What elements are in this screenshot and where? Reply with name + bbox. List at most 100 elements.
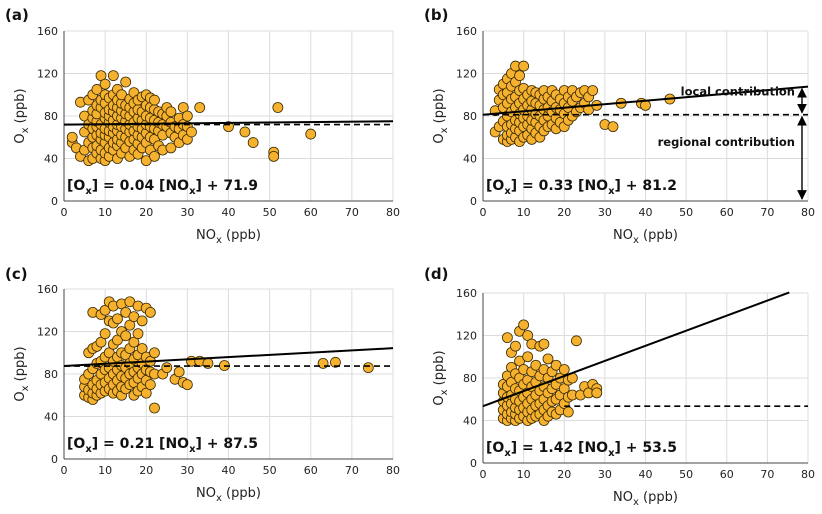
data-point (136, 343, 148, 354)
x-tick-label: 0 (480, 206, 487, 219)
local-contribution-label: local contribution (681, 85, 795, 99)
x-tick-label: 0 (480, 468, 487, 481)
panel-a: (a) 0 10 20 30 40 50 60 70 80 0 40 80 120 160 NOx (ppb… (5, 6, 400, 246)
data-point (562, 406, 574, 418)
data-point (514, 70, 525, 82)
panel-label: (b) (424, 6, 448, 24)
panel-label: (c) (5, 265, 28, 283)
y-tick-label: 40 (44, 153, 58, 166)
data-point (136, 315, 148, 327)
data-point (518, 319, 530, 331)
x-tick-label: 50 (679, 206, 693, 219)
y-tick-label: 160 (456, 25, 477, 38)
y-tick-label: 40 (44, 411, 58, 424)
x-tick-label: 30 (598, 468, 612, 481)
data-points (66, 70, 317, 167)
data-point (194, 102, 206, 113)
regional-contribution-label: regional contribution (658, 135, 795, 149)
x-tick-label: 0 (61, 464, 68, 477)
data-point (128, 336, 140, 348)
data-point (317, 357, 329, 369)
x-tick-label: 50 (679, 468, 693, 481)
x-tick-label: 60 (304, 464, 318, 477)
data-point (177, 102, 189, 113)
x-axis-label: NOx (ppb) (196, 486, 261, 504)
data-point (501, 332, 513, 344)
fit-equation: [Ox] = 0.21 [NOx] + 87.5 (67, 436, 258, 455)
x-tick-label: 20 (139, 464, 153, 477)
x-tick-label: 40 (639, 468, 653, 481)
data-point (362, 362, 374, 374)
x-tick-label: 30 (180, 206, 194, 219)
y-tick-label: 120 (456, 68, 477, 81)
data-point (186, 126, 197, 138)
x-tick-label: 10 (98, 464, 112, 477)
y-axis-label: Ox (ppb) (13, 346, 31, 401)
fit-line (63, 347, 394, 368)
data-point (95, 336, 107, 348)
y-tick-label: 80 (463, 110, 477, 123)
data-point (149, 347, 160, 359)
fit-equation: [Ox] = 1.42 [NOx] + 53.5 (486, 440, 677, 459)
data-points (497, 319, 603, 426)
x-tick-label: 80 (386, 206, 400, 219)
data-point (144, 306, 156, 318)
data-points (79, 296, 374, 414)
data-point (112, 313, 123, 325)
x-tick-label: 60 (304, 206, 318, 219)
x-tick-label: 80 (801, 468, 815, 481)
x-axis-label: NOx (ppb) (196, 228, 261, 246)
x-tick-label: 70 (760, 468, 774, 481)
data-point (268, 150, 280, 162)
panel-label: (d) (424, 265, 448, 283)
data-point (542, 353, 554, 365)
data-point (558, 364, 570, 375)
panel-label: (a) (5, 6, 29, 24)
y-tick-label: 80 (44, 368, 58, 381)
x-tick-label: 70 (345, 206, 359, 219)
data-point (165, 106, 177, 118)
x-tick-label: 20 (557, 468, 571, 481)
data-point (522, 351, 534, 363)
x-tick-label: 10 (98, 206, 112, 219)
data-point (587, 85, 599, 96)
data-point (272, 102, 284, 113)
data-point (149, 402, 160, 414)
x-tick-label: 50 (263, 206, 277, 219)
x-tick-label: 0 (61, 206, 68, 219)
y-tick-label: 0 (51, 195, 58, 208)
data-point (120, 76, 132, 88)
y-axis-label: Ox (ppb) (432, 88, 450, 143)
y-tick-label: 40 (463, 415, 477, 428)
y-tick-label: 120 (37, 68, 58, 81)
y-tick-label: 0 (470, 195, 477, 208)
y-tick-label: 40 (463, 153, 477, 166)
x-tick-label: 60 (720, 206, 734, 219)
data-point (99, 328, 111, 340)
data-point (165, 142, 177, 154)
x-tick-label: 30 (598, 206, 612, 219)
data-point (140, 387, 152, 399)
fit-equation: [Ox] = 0.04 [NOx] + 71.9 (67, 178, 258, 197)
data-point (202, 357, 214, 369)
panel-d: (d) 0 10 20 30 40 50 60 70 80 0 40 80 120 160 NOx (ppb… (424, 265, 815, 508)
fit-equation: [Ox] = 0.33 [NOx] + 81.2 (486, 178, 677, 197)
x-tick-label: 20 (139, 206, 153, 219)
data-point (149, 94, 160, 106)
data-point (173, 366, 185, 378)
y-axis-label: Ox (ppb) (13, 88, 31, 143)
fit-line (63, 120, 394, 126)
data-point (91, 84, 103, 95)
panel-b: (b) 0 10 20 30 40 50 60 70 80 0 40 80 120 160 NOx (ppb… (424, 6, 815, 246)
data-point (330, 356, 341, 368)
data-point (181, 110, 193, 122)
data-point (124, 319, 136, 331)
data-point (181, 379, 193, 391)
fit-line (482, 85, 809, 116)
data-point (149, 150, 160, 162)
x-tick-label: 50 (263, 464, 277, 477)
y-tick-label: 120 (37, 326, 58, 339)
x-tick-label: 70 (760, 206, 774, 219)
y-tick-label: 0 (470, 457, 477, 470)
